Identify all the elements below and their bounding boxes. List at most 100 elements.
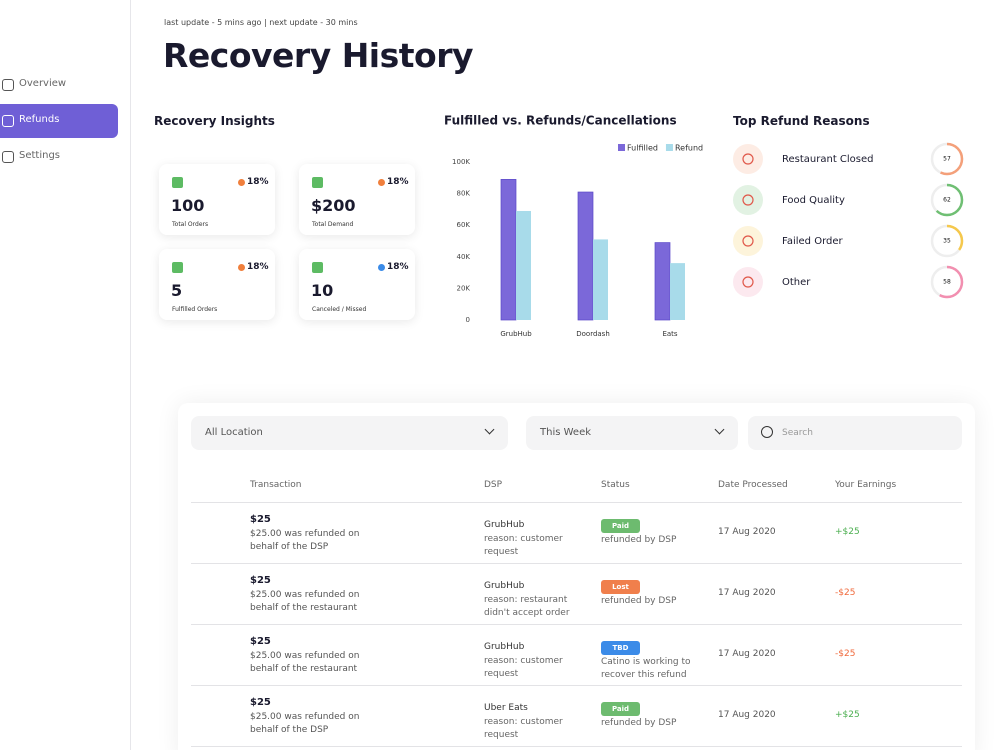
period-dropdown[interactable] <box>526 416 738 450</box>
card-value: $200 <box>311 196 356 215</box>
y-tick-label: 60K <box>457 221 471 229</box>
bar <box>593 239 608 320</box>
reason-icon-glyph <box>742 153 754 165</box>
y-tick-label: 100K <box>452 158 470 166</box>
row-rule <box>191 746 962 747</box>
header-rule <box>191 502 962 503</box>
date: 17 Aug 2020 <box>718 588 776 598</box>
description: $25.00 was refunded on behalf of the res… <box>250 590 360 613</box>
change-badge <box>238 179 245 186</box>
reason-icon <box>733 226 763 256</box>
card-icon <box>312 262 323 273</box>
reason-icon <box>733 267 763 297</box>
nav-item[interactable]: Refunds <box>19 114 60 125</box>
bar <box>500 179 517 321</box>
nav-item[interactable]: Overview <box>19 78 67 89</box>
reason-icon <box>733 185 763 215</box>
search-box[interactable] <box>748 416 962 450</box>
card-icon <box>312 177 323 188</box>
ring-progress <box>930 224 964 258</box>
page-title: Recovery History <box>163 36 474 75</box>
change-badge <box>378 179 385 186</box>
column-header: Date Processed <box>718 480 788 490</box>
dropdown-text[interactable]: All Location <box>205 427 263 438</box>
x-tick-label: Eats <box>662 330 677 338</box>
x-tick-label: Doordash <box>576 330 610 338</box>
date: 17 Aug 2020 <box>718 649 776 659</box>
legend-label: Fulfilled <box>627 144 658 153</box>
earnings: -$25 <box>835 588 856 598</box>
change-badge <box>378 264 385 271</box>
card-label: Total Demand <box>312 221 354 228</box>
insight-card <box>159 249 275 320</box>
reason: reason: customer request <box>484 717 563 740</box>
reason-icon <box>733 144 763 174</box>
date: 17 Aug 2020 <box>718 710 776 720</box>
nav-icon <box>2 151 14 163</box>
insight-card <box>299 249 415 320</box>
ring-progress <box>930 265 964 299</box>
date: 17 Aug 2020 <box>718 527 776 537</box>
ring-progress <box>930 183 964 217</box>
card-label: Total Orders <box>172 221 209 228</box>
change-value: 18% <box>247 177 269 187</box>
row-rule <box>191 563 962 564</box>
card-label: Fulfilled Orders <box>172 306 218 313</box>
card-value: 10 <box>311 281 334 300</box>
earnings: +$25 <box>835 527 860 537</box>
status-note: Catino is working to recover this refund <box>601 657 691 680</box>
legend-swatch <box>618 144 625 151</box>
amount: $25 <box>250 575 271 586</box>
ring-value: 57 <box>943 156 951 163</box>
reason: reason: customer request <box>484 656 563 679</box>
chart-title: Fulfilled vs. Refunds/Cancellations <box>444 114 677 128</box>
change-value: 18% <box>387 262 409 272</box>
row-rule <box>191 624 962 625</box>
amount: $25 <box>250 697 271 708</box>
dsp: GrubHub <box>484 520 525 530</box>
insight-card <box>159 164 275 235</box>
ring-value: 62 <box>943 197 951 204</box>
status-badge: Paid <box>601 702 640 716</box>
location-dropdown[interactable] <box>191 416 508 450</box>
dropdown-text[interactable]: This Week <box>540 427 592 438</box>
reason-icon-glyph <box>742 276 754 288</box>
earnings: +$25 <box>835 710 860 720</box>
update-note: last update - 5 mins ago | next update -… <box>164 18 358 27</box>
legend-swatch <box>665 144 673 151</box>
ring-value: 58 <box>943 279 951 286</box>
change-value: 18% <box>247 262 269 272</box>
nav-item[interactable]: Settings <box>19 150 61 161</box>
dsp: GrubHub <box>484 581 525 591</box>
column-header: Status <box>601 480 630 490</box>
row-rule <box>191 685 962 686</box>
y-tick-label: 20K <box>457 284 471 292</box>
sidebar-divider <box>130 0 131 750</box>
y-tick-label: 80K <box>457 190 471 198</box>
reason: reason: customer request <box>484 534 563 557</box>
status-note: refunded by DSP <box>601 535 677 545</box>
reason: reason: restaurant didn't accept order <box>484 595 570 618</box>
y-tick-label: 0 <box>466 316 470 324</box>
status-badge: TBD <box>601 641 640 655</box>
dsp: Uber Eats <box>484 703 528 713</box>
column-header: Transaction <box>250 480 302 490</box>
active-nav-bg[interactable] <box>0 104 118 138</box>
bar <box>654 242 671 321</box>
status-note: refunded by DSP <box>601 718 677 728</box>
description: $25.00 was refunded on behalf of the res… <box>250 651 360 674</box>
amount: $25 <box>250 514 271 525</box>
section-title: Recovery Insights <box>154 114 275 128</box>
status-badge: Lost <box>601 580 640 594</box>
y-tick-label: 40K <box>457 253 471 261</box>
ring-value: 35 <box>943 238 951 245</box>
search-placeholder[interactable]: Search <box>782 428 813 438</box>
change-value: 18% <box>387 177 409 187</box>
reason-label: Restaurant Closed <box>782 154 874 165</box>
column-header: Your Earnings <box>835 480 897 490</box>
reason-icon-glyph <box>742 194 754 206</box>
section-title: Top Refund Reasons <box>733 114 870 128</box>
reason-label: Failed Order <box>782 236 844 247</box>
